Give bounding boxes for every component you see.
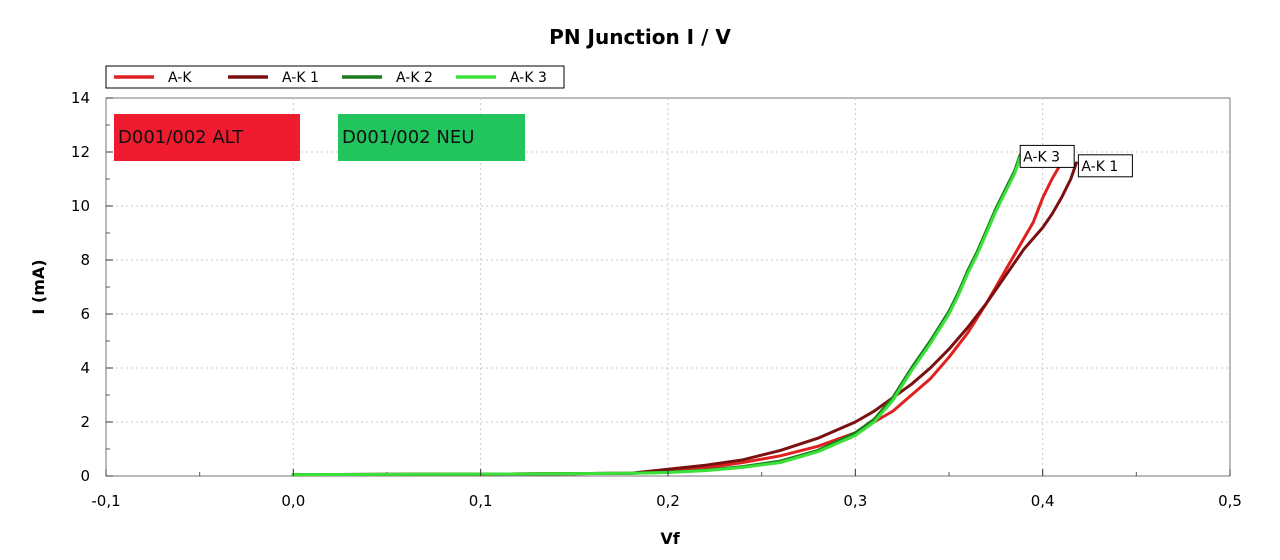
x-tick-label: 0,0	[281, 492, 305, 510]
annotation-label: D001/002 ALT	[118, 127, 244, 148]
series-lines	[291, 153, 1078, 477]
y-tick-label: 10	[71, 197, 90, 215]
x-tick-label: 0,5	[1218, 492, 1242, 510]
annotations: D001/002 ALT D001/002 NEU	[114, 114, 525, 161]
chart-title: PN Junction I / V	[549, 25, 731, 49]
legend-label: A-K	[168, 70, 192, 86]
series-line-a-k-1	[291, 161, 1078, 477]
x-axis-title: Vf	[660, 529, 680, 548]
legend-frame	[105, 65, 565, 89]
y-tick-label: 0	[80, 467, 90, 485]
series-line-a-k-3	[291, 155, 1022, 477]
x-tick-label: -0,1	[91, 492, 120, 510]
annotation-box: D001/002 ALT	[114, 114, 300, 161]
legend-label: A-K 2	[396, 70, 433, 86]
end-label-text: A-K 3	[1023, 149, 1060, 165]
x-tick-label: 0,4	[1031, 492, 1055, 510]
y-tick-label: 8	[80, 251, 90, 269]
x-tick-label: 0,1	[469, 492, 493, 510]
legend-item: A-K 1	[228, 70, 319, 86]
legend-item: A-K 2	[342, 70, 433, 86]
end-label: A-K 3	[1019, 144, 1075, 168]
end-label-text: A-K 1	[1081, 159, 1118, 175]
legend-label: A-K 3	[510, 70, 547, 86]
x-tick-label: 0,3	[843, 492, 867, 510]
plot-area: D001/002 ALT D001/002 NEU A-K 3 A-K 1	[105, 97, 1231, 477]
y-tick-label: 14	[71, 89, 90, 107]
legend: A-K A-K 1 A-K 2 A-K 3	[105, 65, 565, 89]
series-line-a-k-2	[291, 153, 1022, 477]
end-label: A-K 1	[1077, 154, 1133, 178]
annotation-label: D001/002 NEU	[342, 127, 474, 148]
x-tick-label: 0,2	[656, 492, 680, 510]
legend-item: A-K 3	[456, 70, 547, 86]
legend-item: A-K	[114, 70, 192, 86]
y-tick-label: 2	[80, 413, 90, 431]
end-label-box	[1019, 144, 1075, 168]
y-tick-label: 4	[80, 359, 90, 377]
end-label-box	[1077, 154, 1133, 178]
y-tick-label: 12	[71, 143, 90, 161]
y-axis-title: I (mA)	[29, 259, 48, 314]
annotation-background	[338, 114, 525, 161]
annotation-background	[114, 114, 300, 161]
y-tick-label: 6	[80, 305, 90, 323]
end-labels: A-K 3 A-K 1	[1019, 144, 1133, 178]
x-axis: -0,1 0,0 0,1 0,2 0,3 0,4 0,5	[91, 469, 1242, 510]
legend-label: A-K 1	[282, 70, 319, 86]
annotation-box: D001/002 NEU	[338, 114, 525, 161]
series-line-a-k	[291, 161, 1063, 477]
y-axis: 0 2 4 6 8 10 12 14	[71, 89, 113, 485]
